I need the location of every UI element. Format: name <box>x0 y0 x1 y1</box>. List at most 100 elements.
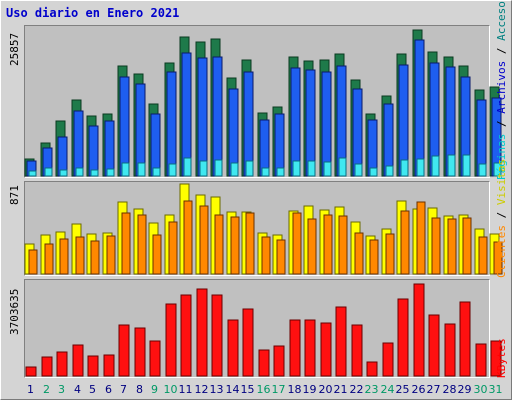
paginas-bar <box>75 167 84 177</box>
day-label: 29 <box>457 383 472 396</box>
archivos-bar <box>197 57 208 177</box>
kbytes-bar <box>304 319 316 377</box>
paginas-bar <box>168 163 177 177</box>
archivos-bar <box>305 69 316 177</box>
archivos-bar <box>414 39 425 177</box>
day-label: 14 <box>225 383 240 396</box>
day-label: 1 <box>27 383 34 396</box>
archivos-bar <box>321 71 332 177</box>
clientes-bar <box>307 218 317 275</box>
kbytes-bar <box>475 343 487 377</box>
kbytes-bar <box>320 322 332 377</box>
clientes-bar <box>28 249 38 275</box>
paginas-bar <box>369 167 378 177</box>
kbytes-bar <box>335 306 347 377</box>
clientes-bar <box>261 236 271 275</box>
day-label: 21 <box>333 383 348 396</box>
clientes-bar <box>137 214 147 275</box>
clientes-bar <box>478 236 488 275</box>
paginas-bar <box>261 167 270 177</box>
archivos-bar <box>243 71 254 177</box>
kbytes-bar <box>25 366 37 377</box>
bottom-panel <box>24 279 490 378</box>
day-label: 7 <box>120 383 127 396</box>
kbytes-bar <box>413 283 425 377</box>
day-label: 8 <box>136 383 143 396</box>
archivos-bar <box>290 67 301 177</box>
clientes-bar <box>447 218 457 275</box>
clientes-bar <box>106 235 116 275</box>
kbytes-bar <box>382 342 394 377</box>
kbytes-bar <box>56 351 68 377</box>
legend-entry: / <box>495 40 508 61</box>
day-label: 22 <box>349 383 364 396</box>
kbytes-bar <box>273 345 285 377</box>
archivos-bar <box>352 88 363 177</box>
mid-panel <box>24 181 490 276</box>
paginas-bar <box>44 167 53 177</box>
archivos-bar <box>398 64 409 177</box>
paginas-bar <box>400 159 409 177</box>
paginas-bar <box>292 160 301 177</box>
clientes-bar <box>323 214 333 275</box>
paginas-bar <box>121 162 130 177</box>
archivos-bar <box>73 110 84 177</box>
day-label: 5 <box>89 383 96 396</box>
paginas-bar <box>28 170 37 177</box>
day-label: 15 <box>240 383 255 396</box>
day-label: 16 <box>256 383 271 396</box>
clientes-bar <box>152 234 162 275</box>
day-label: 24 <box>380 383 395 396</box>
kbytes-bar <box>165 303 177 377</box>
clientes-bar <box>75 236 85 275</box>
legend-mid-panel: Clientes / Visitas <box>495 158 508 278</box>
kbytes-bar <box>180 294 192 377</box>
day-label: 9 <box>151 383 158 396</box>
archivos-bar <box>166 71 177 177</box>
day-label: 20 <box>318 383 333 396</box>
clientes-bar <box>385 233 395 275</box>
paginas-bar <box>478 163 487 177</box>
y-max-label-mid: 871 <box>8 185 21 205</box>
clientes-bar <box>214 214 224 275</box>
clientes-bar <box>199 205 209 275</box>
paginas-bar <box>199 160 208 177</box>
clientes-bar <box>44 243 54 275</box>
clientes-bar <box>416 201 426 275</box>
paginas-bar <box>183 157 192 177</box>
day-label: 10 <box>163 383 178 396</box>
kbytes-bar <box>459 301 471 377</box>
day-label: 19 <box>302 383 317 396</box>
paginas-bar <box>152 167 161 177</box>
day-label: 3 <box>58 383 65 396</box>
kbytes-bar <box>72 344 84 377</box>
clientes-bar <box>168 221 178 275</box>
paginas-bar <box>431 155 440 177</box>
kbytes-bar <box>118 324 130 377</box>
clientes-bar <box>183 200 193 275</box>
kbytes-bar <box>211 294 223 377</box>
day-label: 17 <box>271 383 286 396</box>
day-label: 28 <box>442 383 457 396</box>
legend-entry: Visitas <box>495 158 508 206</box>
archivos-bar <box>212 56 223 177</box>
kbytes-bar <box>227 319 239 377</box>
kbytes-bar <box>149 340 161 377</box>
archivos-bar <box>119 76 130 177</box>
kbytes-bar <box>41 356 53 377</box>
clientes-bar <box>59 238 69 275</box>
day-label: 23 <box>364 383 379 396</box>
clientes-bar <box>276 239 286 275</box>
paginas-bar <box>462 154 471 177</box>
kbytes-bar <box>490 340 502 377</box>
paginas-bar <box>307 160 316 177</box>
clientes-bar <box>462 217 472 275</box>
kbytes-bar <box>87 355 99 377</box>
legend-entry: KBytes <box>495 338 508 378</box>
kbytes-bar <box>351 324 363 377</box>
paginas-bar <box>323 161 332 177</box>
kbytes-bar <box>289 319 301 377</box>
clientes-bar <box>431 217 441 275</box>
archivos-bar <box>135 83 146 177</box>
